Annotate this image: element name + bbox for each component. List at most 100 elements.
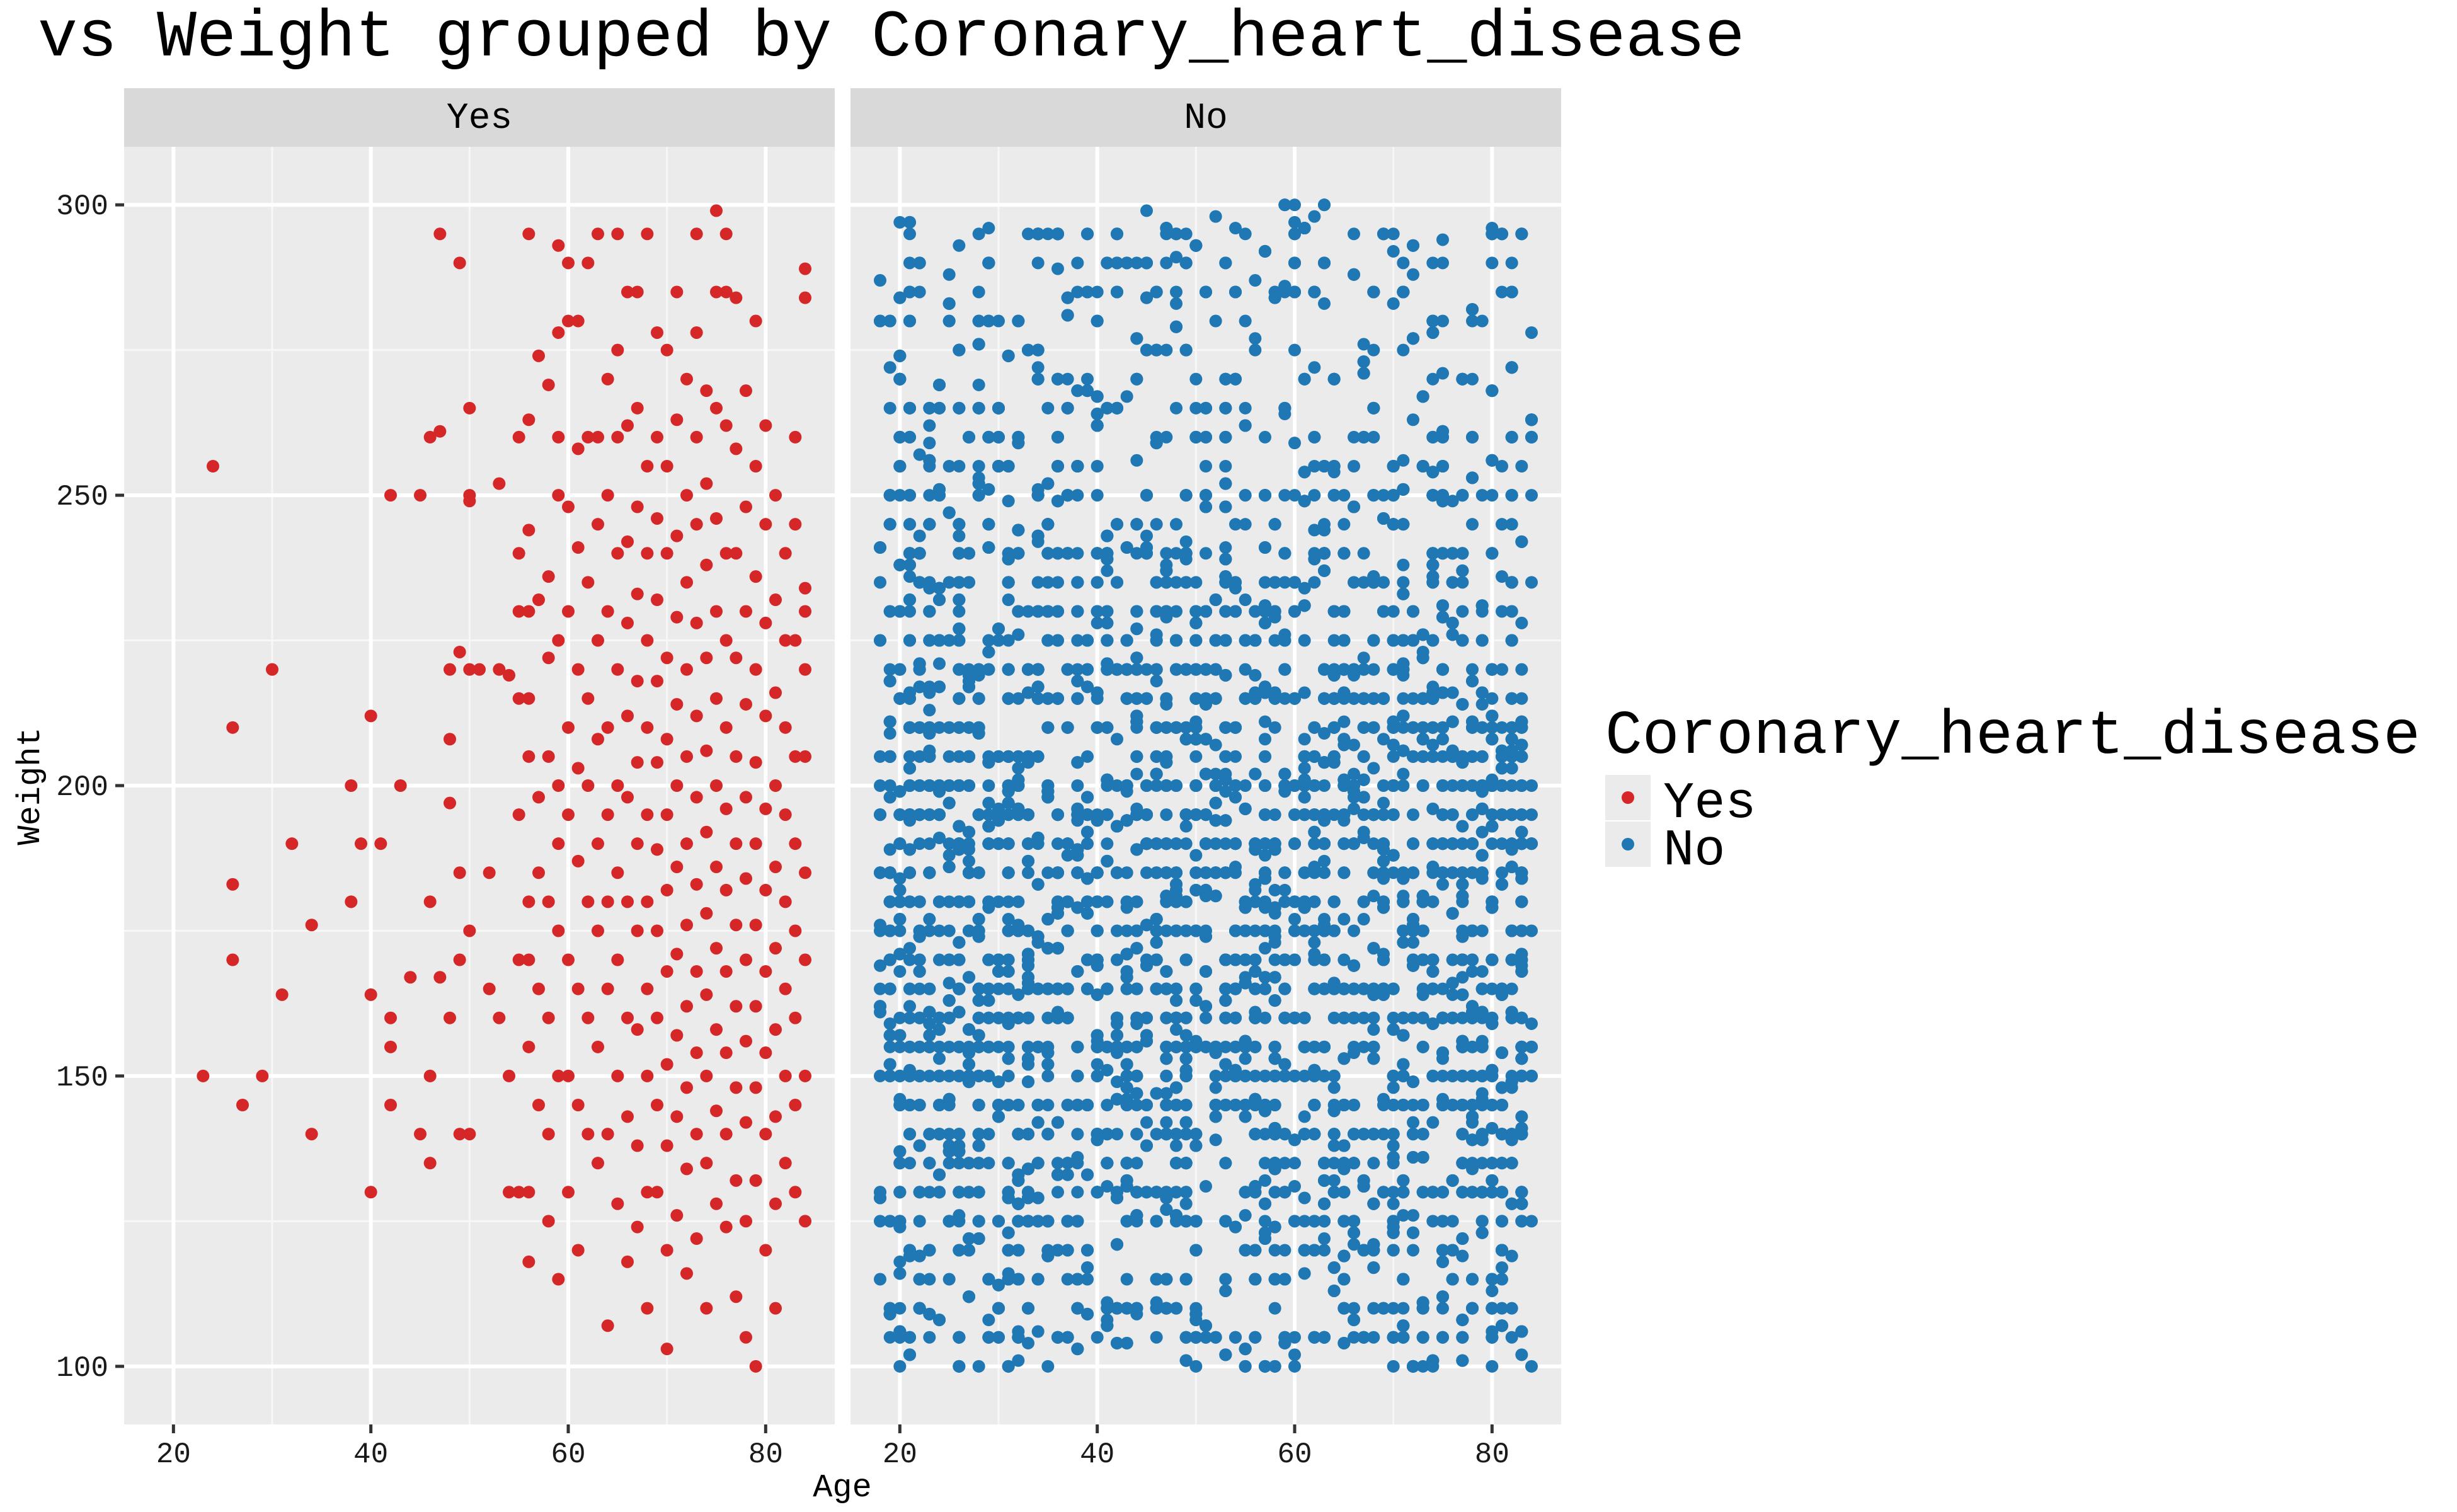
point-no (1496, 1273, 1508, 1286)
point-no (1051, 837, 1064, 850)
point-no (1022, 605, 1034, 618)
point-no (1268, 1302, 1281, 1315)
point-no (1041, 576, 1055, 589)
point-no (1239, 518, 1252, 531)
point-no (1239, 663, 1252, 676)
point-yes (621, 709, 634, 723)
point-yes (364, 1186, 377, 1199)
point-no (1160, 430, 1173, 444)
point-yes (236, 1099, 249, 1111)
point-no (1209, 738, 1222, 752)
point-no (1170, 1139, 1183, 1152)
point-yes (522, 692, 536, 705)
point-yes (740, 1215, 752, 1228)
point-no (1387, 1360, 1400, 1373)
point-yes (769, 1110, 782, 1123)
point-yes (394, 779, 407, 792)
point-no (923, 581, 936, 595)
point-no (1268, 1244, 1281, 1257)
point-yes (522, 895, 536, 908)
point-no (1278, 1157, 1292, 1170)
point-yes (571, 854, 585, 868)
point-no (923, 924, 936, 937)
point-no (883, 779, 896, 792)
point-no (1022, 866, 1034, 879)
point-no (942, 750, 956, 763)
point-yes (285, 837, 299, 850)
point-yes (690, 518, 703, 531)
point-no (1525, 326, 1538, 339)
point-no (1200, 547, 1212, 560)
point-no (1397, 721, 1410, 734)
point-yes (740, 1116, 752, 1129)
point-yes (670, 1209, 684, 1222)
point-yes (789, 750, 802, 763)
point-no (1515, 948, 1528, 961)
point-no (1446, 953, 1459, 966)
point-yes (730, 651, 743, 665)
point-no (1249, 1069, 1262, 1082)
point-no (1071, 663, 1084, 676)
point-yes (601, 1319, 614, 1332)
point-yes (542, 651, 555, 665)
point-yes (641, 460, 654, 472)
point-no (1150, 1128, 1163, 1141)
point-yes (631, 285, 644, 299)
point-no (1091, 489, 1104, 502)
point-yes (690, 1232, 703, 1246)
point-no (1318, 297, 1331, 310)
point-yes (631, 924, 644, 937)
point-no (1466, 314, 1479, 328)
point-no (1308, 460, 1321, 472)
point-yes (740, 1034, 752, 1048)
point-no (942, 268, 956, 281)
point-yes (710, 605, 723, 618)
point-no (1486, 547, 1499, 560)
point-yes (542, 895, 555, 908)
point-no (1486, 1121, 1499, 1135)
point-no (893, 1360, 907, 1373)
point-no (1496, 866, 1508, 879)
point-no (903, 750, 916, 763)
point-no (1031, 576, 1045, 589)
point-no (1377, 796, 1390, 810)
point-no (1091, 460, 1104, 472)
point-no (1268, 1186, 1281, 1199)
point-no (1259, 750, 1271, 763)
point-no (913, 529, 926, 542)
point-yes (522, 1255, 536, 1268)
point-no (1475, 825, 1489, 839)
point-yes (542, 570, 555, 583)
point-no (1002, 913, 1015, 926)
point-no (1367, 343, 1380, 357)
point-no (1071, 1215, 1084, 1228)
point-no (1298, 1215, 1311, 1228)
point-no (1436, 878, 1449, 891)
point-yes (621, 419, 634, 432)
point-yes (789, 1011, 802, 1024)
point-no (1041, 1069, 1055, 1082)
point-no (1081, 1273, 1094, 1286)
point-yes (404, 971, 417, 984)
point-no (1496, 663, 1508, 676)
point-no (1288, 1360, 1301, 1373)
point-no (1377, 489, 1390, 502)
point-no (1170, 1023, 1183, 1036)
point-yes (532, 791, 545, 804)
point-yes (256, 1069, 269, 1082)
point-yes (552, 489, 565, 502)
point-no (1327, 1174, 1341, 1187)
point-yes (700, 477, 713, 490)
point-no (1288, 489, 1301, 502)
point-no (1525, 1069, 1538, 1082)
point-yes (710, 1023, 723, 1036)
point-no (1179, 1197, 1193, 1210)
point-yes (601, 982, 614, 995)
point-no (883, 605, 896, 618)
point-no (1259, 1128, 1271, 1141)
point-no (923, 419, 936, 432)
point-no (972, 1157, 985, 1170)
point-no (1219, 837, 1232, 850)
point-yes (631, 1023, 644, 1036)
point-no (942, 634, 956, 647)
